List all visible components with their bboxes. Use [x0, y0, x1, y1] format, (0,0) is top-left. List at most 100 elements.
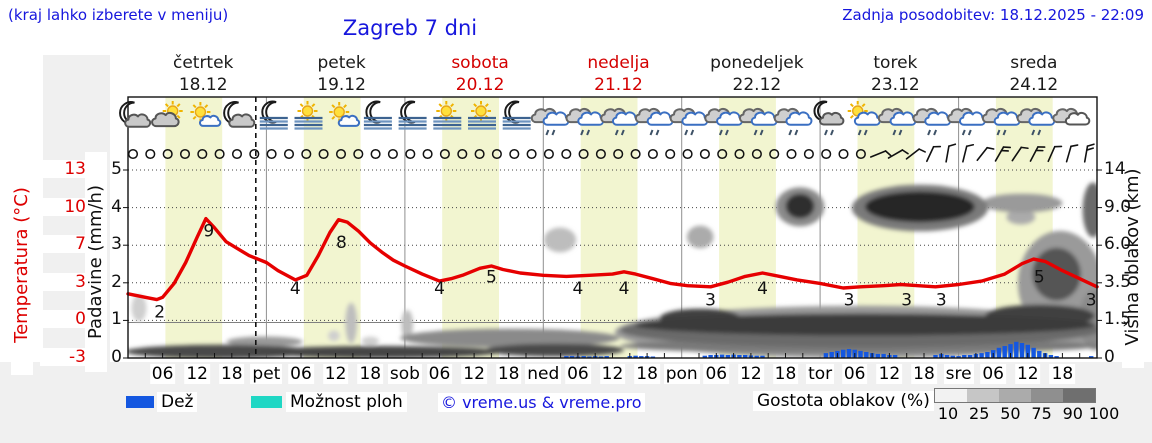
credit-link[interactable]: © vreme.us & vreme.pro	[438, 393, 645, 412]
wind-calm-icon	[353, 148, 364, 160]
wind-barb-icon	[1083, 143, 1095, 163]
cloud-height-tick: 1.5	[1104, 309, 1132, 330]
precipitation-tick: 0	[111, 347, 122, 367]
wind-calm-icon	[803, 148, 814, 160]
temperature-value-label: 4	[572, 279, 583, 299]
wind-barb-icon	[905, 148, 926, 160]
density-tick: 100	[1088, 404, 1120, 423]
wind-calm-icon	[162, 148, 173, 160]
last-update-text: Zadnja posodobitev: 18.12.2025 - 22:09	[842, 6, 1144, 24]
wind-calm-icon	[179, 148, 191, 160]
wind-calm-icon	[786, 148, 797, 160]
density-shade-box	[967, 389, 999, 402]
wind-calm-icon	[630, 148, 641, 160]
density-tick: 75	[1031, 404, 1052, 423]
weather-icon-moon-cloud	[119, 101, 152, 128]
wind-row	[127, 143, 1095, 163]
wind-calm-icon	[855, 148, 866, 160]
wind-calm-icon	[127, 148, 139, 160]
wind-calm-icon	[509, 148, 520, 160]
weather-icon-cloud-drizzle	[634, 107, 674, 136]
day-abbr-tick: sre	[943, 364, 974, 384]
time-tick: 06	[565, 364, 591, 384]
day-date-23.12: 23.12	[871, 75, 920, 95]
density-tick: 90	[1062, 404, 1083, 423]
wind-calm-icon	[578, 148, 589, 160]
day-name-sobota: sobota	[451, 53, 509, 73]
day-name-petek: petek	[317, 53, 366, 73]
time-tick: 06	[149, 364, 176, 384]
time-tick: 18	[911, 364, 937, 384]
density-tick: 10	[937, 404, 959, 423]
menu-hint-text: (kraj lahko izberete v meniju)	[8, 6, 229, 24]
cloud-density-scale	[934, 388, 1096, 403]
page-title: Zagreb 7 dni	[342, 16, 478, 40]
time-tick: 12	[461, 364, 487, 384]
temperature-line	[126, 216, 1099, 302]
weather-icon-moon-fog	[363, 100, 392, 130]
temperature-value-label: 4	[434, 279, 445, 299]
time-tick: 12	[322, 364, 349, 384]
precipitation-tick: 5	[111, 159, 122, 179]
time-tick: 18	[357, 364, 384, 384]
day-date-21.12: 21.12	[594, 75, 643, 95]
wind-calm-icon	[405, 148, 416, 160]
wind-calm-icon	[301, 148, 312, 160]
weather-icon-moon-fog	[398, 100, 427, 130]
wind-calm-icon	[370, 148, 381, 160]
temperature-tick: 0	[40, 310, 88, 329]
wind-calm-icon	[647, 148, 658, 160]
day-name-torek: torek	[873, 53, 918, 73]
time-tick: 18	[1049, 364, 1076, 384]
time-tick: 18	[495, 364, 522, 384]
wind-calm-icon	[491, 148, 502, 160]
weather-icon-moon-fog	[259, 100, 288, 130]
weather-icon-cloud-drizzle	[773, 107, 813, 136]
weather-icon-sun-fog	[468, 101, 496, 130]
wind-calm-icon	[318, 148, 329, 160]
temperature-value-label: 3	[901, 291, 912, 311]
showers-legend-swatch	[251, 396, 282, 408]
weather-icon-cloud-drizzle	[912, 107, 952, 136]
wind-calm-icon	[769, 148, 780, 160]
wind-calm-icon	[387, 148, 398, 160]
day-date-24.12: 24.12	[1009, 75, 1059, 95]
wind-barb-icon	[976, 146, 995, 162]
weather-icon-cloud-drizzle	[947, 107, 986, 136]
wind-calm-icon	[734, 148, 745, 160]
wind-barb-icon	[926, 145, 942, 163]
wind-calm-icon	[751, 148, 762, 160]
wind-calm-icon	[457, 148, 468, 160]
wind-calm-icon	[561, 148, 572, 160]
density-shade-box	[1063, 389, 1095, 402]
day-abbr-tick: pon	[663, 364, 700, 384]
cloud-height-tick: 3.5	[1104, 271, 1132, 292]
time-tick: 12	[876, 364, 903, 384]
day-name-ponedeljek: ponedeljek	[710, 53, 804, 73]
day-name-četrtek: četrtek	[172, 53, 234, 73]
wind-barb-icon	[1065, 144, 1079, 163]
time-tick: 12	[1014, 364, 1041, 384]
wind-calm-icon	[283, 148, 295, 160]
wind-barb-icon	[1011, 146, 1029, 162]
weather-icon-sun-cloud-drizzle	[847, 101, 881, 136]
precipitation-tick: 3	[111, 234, 122, 255]
temperature-value-label: 2	[154, 302, 165, 322]
time-tick: 06	[703, 364, 730, 384]
time-tick: 18	[218, 364, 245, 384]
time-tick: 06	[980, 364, 1007, 384]
day-date-19.12: 19.12	[317, 75, 366, 95]
temperature-value-label: 3	[705, 291, 716, 311]
day-name-sreda: sreda	[1010, 53, 1058, 73]
wind-calm-icon	[665, 148, 676, 160]
time-tick: 12	[599, 364, 626, 384]
weather-icon-cloud	[1052, 107, 1091, 126]
temperature-value-label: 5	[1034, 268, 1045, 288]
cloud-density-legend-label: Gostota oblakov (%)	[753, 391, 934, 411]
wind-barb-icon	[869, 150, 892, 158]
temperature-tick: 3	[40, 272, 88, 291]
day-date-22.12: 22.12	[732, 75, 782, 95]
density-shade-box	[935, 389, 967, 402]
